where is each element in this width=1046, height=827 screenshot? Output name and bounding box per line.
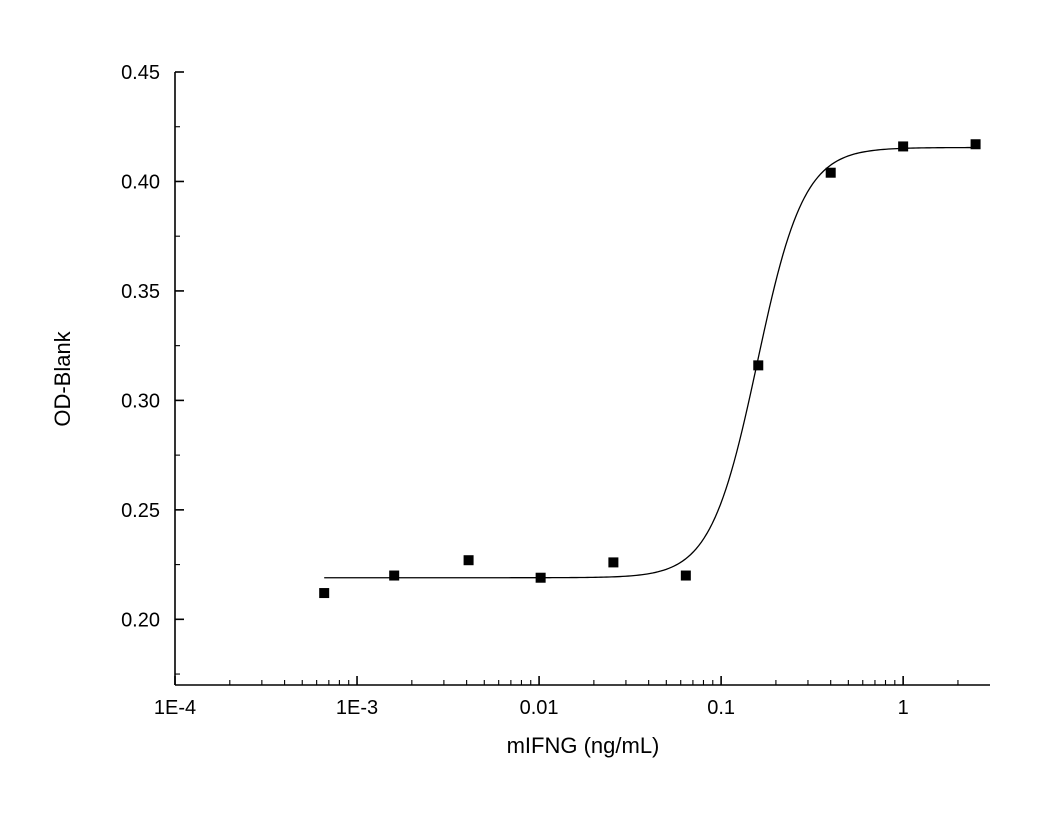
x-tick-label: 1E-3 [336,697,378,719]
data-point-marker [535,572,546,583]
y-tick-label: 0.45 [121,62,160,84]
y-tick-label: 0.35 [121,281,160,303]
data-point-marker [463,555,474,566]
y-tick-label: 0.40 [121,171,160,193]
data-point-marker [753,360,764,371]
data-point-marker [680,570,691,581]
data-point-marker [608,557,619,568]
plot-area: 1E-4 1E-3 0.01 0.1 1 0.20 0.25 0.30 0.35 0.40 0.45 [121,62,990,719]
x-axis-title: mIFNG (ng/mL) [507,733,660,758]
x-tick-label: 0.1 [707,697,735,719]
data-point-marker [389,570,400,581]
x-tick-label: 1 [898,697,909,719]
y-tick-label: 0.30 [121,390,160,412]
y-axis-title: OD-Blank [50,330,75,426]
data-point-marker [825,167,836,178]
data-point-marker [319,588,330,599]
fit-curve-line [324,146,976,579]
y-tick-label: 0.20 [121,609,160,631]
y-tick-label: 0.25 [121,500,160,522]
x-tick-label: 0.01 [520,697,559,719]
data-point-marker [970,139,981,150]
data-point-marker [898,141,909,152]
x-tick-label: 1E-4 [154,697,196,719]
